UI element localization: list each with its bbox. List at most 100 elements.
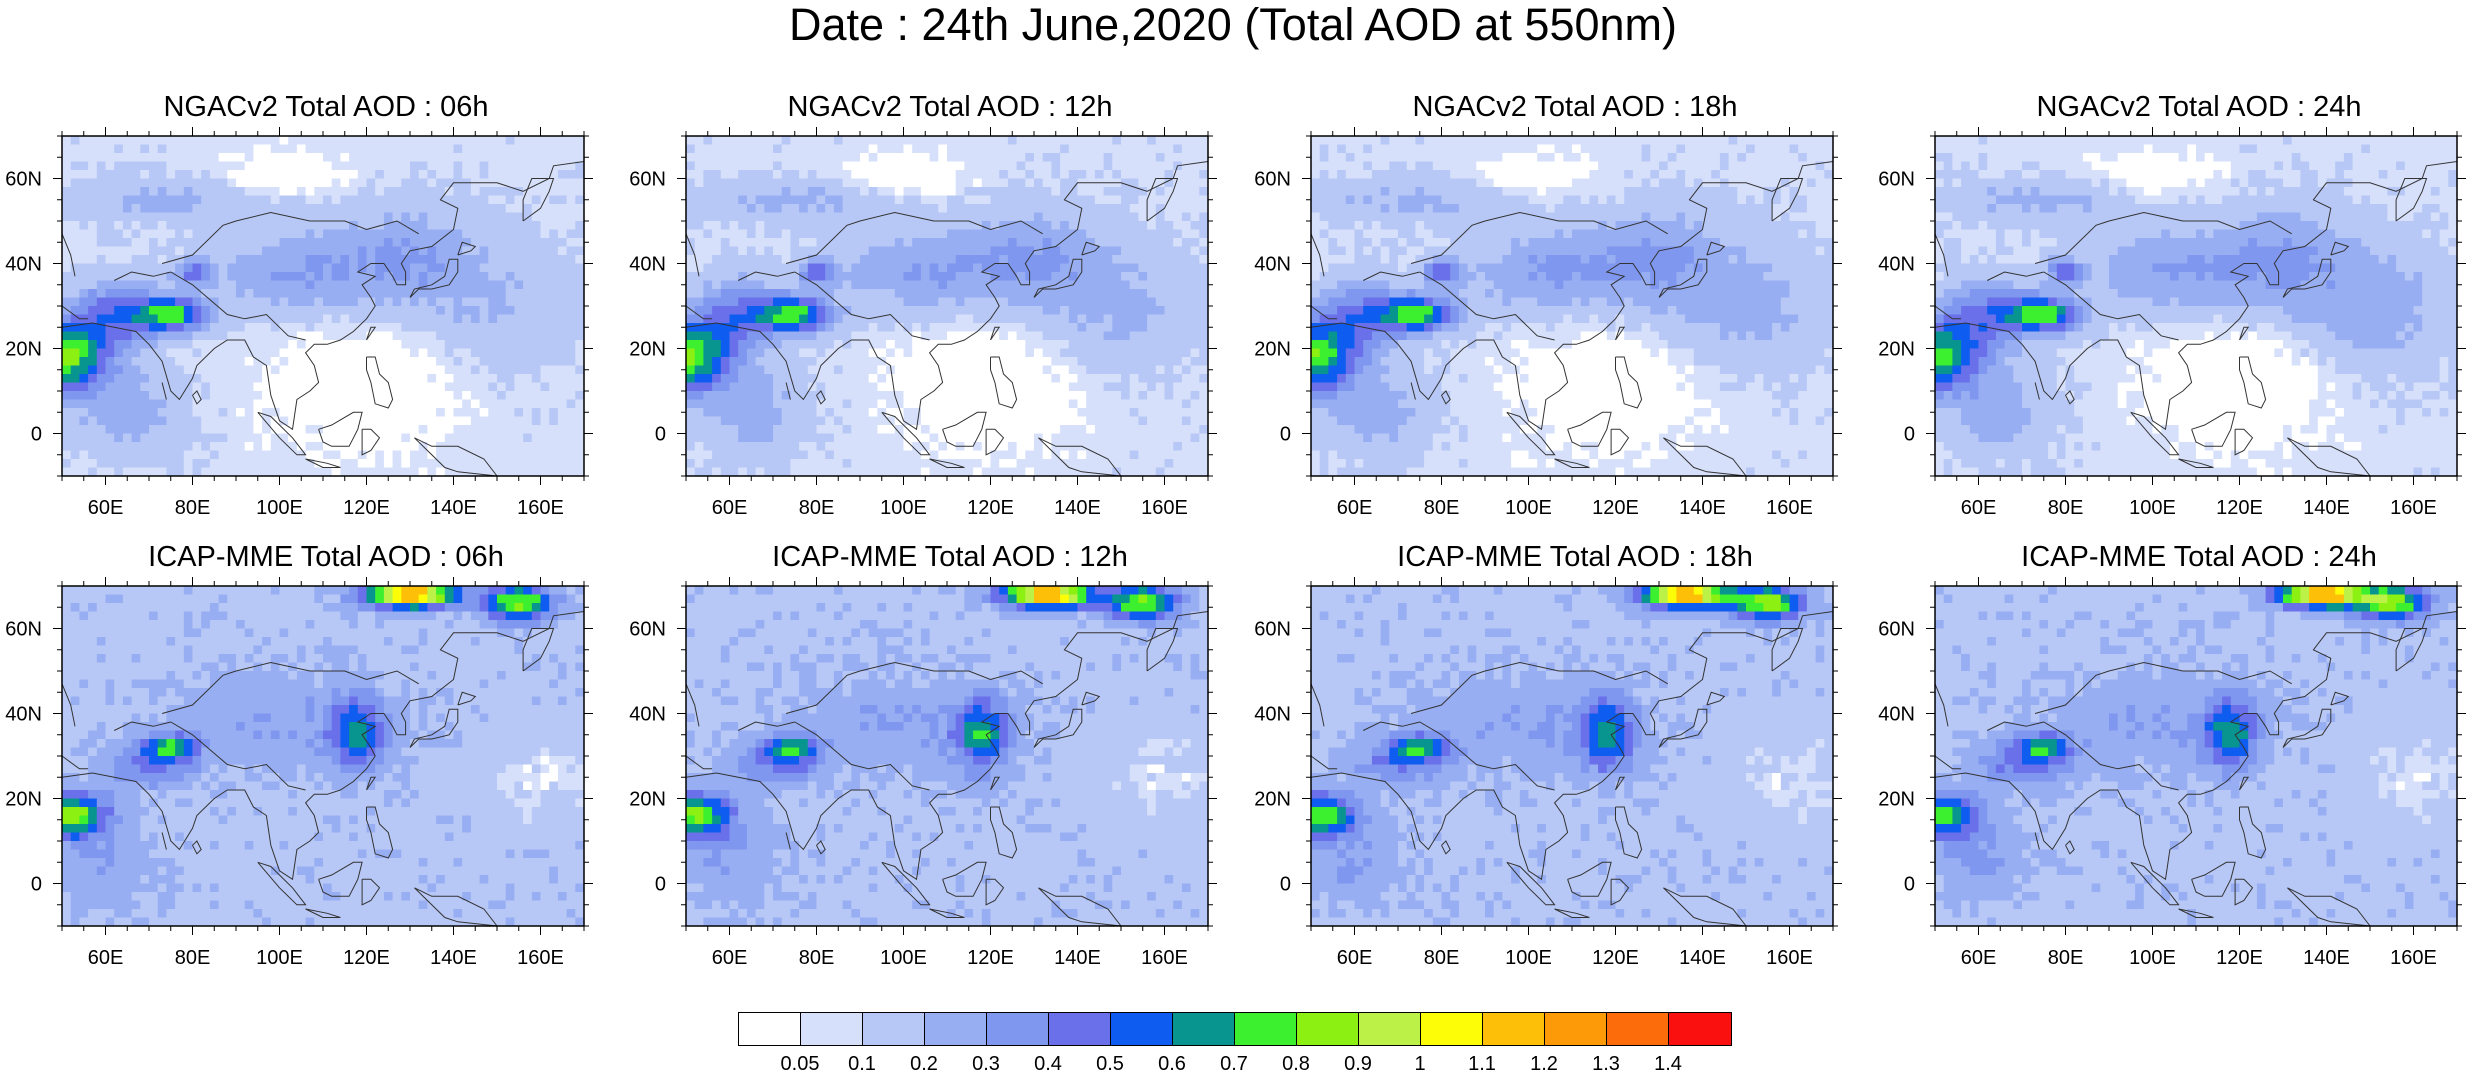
lon-tick-label: 100E bbox=[2129, 497, 2176, 519]
lon-tick-label: 100E bbox=[880, 947, 927, 969]
lat-tick-label: 0 bbox=[31, 424, 42, 446]
lat-tick-label: 40N bbox=[629, 704, 666, 726]
lon-tick-label: 160E bbox=[1766, 497, 1813, 519]
aod-field bbox=[686, 136, 1208, 476]
lon-tick-label: 140E bbox=[1054, 947, 1101, 969]
colorbar-label: 0.9 bbox=[1344, 1054, 1372, 1074]
lat-tick-label: 20N bbox=[5, 789, 42, 811]
lon-tick-label: 120E bbox=[2216, 497, 2263, 519]
colorbar-label: 1.4 bbox=[1654, 1054, 1682, 1074]
colorbar-label: 0.4 bbox=[1034, 1054, 1062, 1074]
lat-tick-label: 40N bbox=[5, 254, 42, 276]
lon-tick-label: 120E bbox=[2216, 947, 2263, 969]
colorbar-swatch bbox=[1482, 1012, 1546, 1046]
lon-tick-label: 100E bbox=[1505, 947, 1552, 969]
lat-tick-label: 0 bbox=[1904, 874, 1915, 896]
lon-tick-label: 120E bbox=[343, 947, 390, 969]
lat-tick-label: 60N bbox=[1254, 619, 1291, 641]
lon-tick-label: 60E bbox=[1337, 497, 1373, 519]
colorbar-swatch bbox=[1110, 1012, 1174, 1046]
lon-tick-label: 60E bbox=[1961, 947, 1997, 969]
lon-tick-label: 100E bbox=[880, 497, 927, 519]
lat-tick-label: 60N bbox=[1878, 619, 1915, 641]
lat-tick-label: 60N bbox=[1254, 169, 1291, 191]
aod-field bbox=[62, 136, 584, 476]
colorbar-label: 0.05 bbox=[781, 1054, 820, 1074]
colorbar-swatch bbox=[924, 1012, 988, 1046]
colorbar-swatch bbox=[1606, 1012, 1670, 1046]
lon-tick-label: 60E bbox=[88, 497, 124, 519]
lon-tick-label: 100E bbox=[2129, 947, 2176, 969]
lon-tick-label: 100E bbox=[256, 947, 303, 969]
colorbar-swatch bbox=[1048, 1012, 1112, 1046]
lat-tick-label: 0 bbox=[1280, 874, 1291, 896]
lat-tick-label: 40N bbox=[1254, 254, 1291, 276]
aod-field bbox=[1311, 136, 1833, 476]
lat-tick-label: 0 bbox=[1904, 424, 1915, 446]
lon-tick-label: 160E bbox=[1141, 497, 1188, 519]
lat-tick-label: 60N bbox=[5, 619, 42, 641]
lat-tick-label: 40N bbox=[1878, 704, 1915, 726]
colorbar-swatch bbox=[1668, 1012, 1732, 1046]
colorbar-label: 0.8 bbox=[1282, 1054, 1310, 1074]
lon-tick-label: 160E bbox=[2390, 947, 2437, 969]
lon-tick-label: 140E bbox=[1679, 497, 1726, 519]
colorbar-swatch bbox=[1420, 1012, 1484, 1046]
lon-tick-label: 140E bbox=[1054, 497, 1101, 519]
lat-tick-label: 20N bbox=[629, 789, 666, 811]
colorbar-swatch bbox=[1358, 1012, 1422, 1046]
lon-tick-label: 160E bbox=[517, 497, 564, 519]
lat-tick-label: 40N bbox=[1878, 254, 1915, 276]
lon-tick-label: 140E bbox=[430, 947, 477, 969]
lon-tick-label: 120E bbox=[1592, 947, 1639, 969]
lat-tick-label: 60N bbox=[629, 169, 666, 191]
lon-tick-label: 120E bbox=[1592, 497, 1639, 519]
lat-tick-label: 20N bbox=[1254, 339, 1291, 361]
figure-title: Date : 24th June,2020 (Total AOD at 550n… bbox=[0, 0, 2466, 50]
aod-field bbox=[62, 586, 584, 926]
lon-tick-label: 120E bbox=[967, 497, 1014, 519]
lat-tick-label: 40N bbox=[1254, 704, 1291, 726]
lat-tick-label: 20N bbox=[629, 339, 666, 361]
colorbar-swatch bbox=[800, 1012, 864, 1046]
lat-tick-label: 0 bbox=[655, 424, 666, 446]
lat-tick-label: 20N bbox=[1254, 789, 1291, 811]
lon-tick-label: 60E bbox=[88, 947, 124, 969]
aod-field bbox=[1935, 136, 2457, 476]
lon-tick-label: 80E bbox=[799, 497, 835, 519]
lat-tick-label: 60N bbox=[1878, 169, 1915, 191]
colorbar-swatch bbox=[862, 1012, 926, 1046]
lon-tick-label: 60E bbox=[1961, 497, 1997, 519]
lon-tick-label: 160E bbox=[1141, 947, 1188, 969]
lon-tick-label: 60E bbox=[712, 947, 748, 969]
lon-tick-label: 160E bbox=[2390, 497, 2437, 519]
lon-tick-label: 100E bbox=[256, 497, 303, 519]
lat-tick-label: 60N bbox=[629, 619, 666, 641]
colorbar-label: 0.7 bbox=[1220, 1054, 1248, 1074]
lon-tick-label: 160E bbox=[1766, 947, 1813, 969]
colorbar-label: 1.3 bbox=[1592, 1054, 1620, 1074]
lat-tick-label: 0 bbox=[31, 874, 42, 896]
lon-tick-label: 80E bbox=[1424, 497, 1460, 519]
colorbar-label: 1.1 bbox=[1468, 1054, 1496, 1074]
lat-tick-label: 20N bbox=[1878, 789, 1915, 811]
lon-tick-label: 80E bbox=[1424, 947, 1460, 969]
colorbar-swatch bbox=[1544, 1012, 1608, 1046]
aod-field bbox=[686, 586, 1208, 926]
colorbar-label: 1.2 bbox=[1530, 1054, 1558, 1074]
lon-tick-label: 140E bbox=[430, 497, 477, 519]
lat-tick-label: 0 bbox=[655, 874, 666, 896]
lat-tick-label: 20N bbox=[1878, 339, 1915, 361]
